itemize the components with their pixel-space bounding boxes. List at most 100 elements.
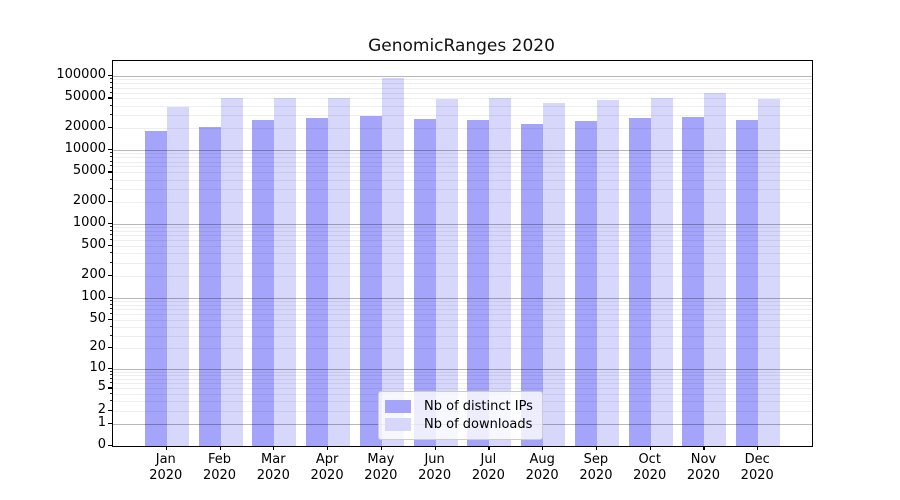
x-tick-year: 2020 [579, 468, 613, 483]
x-tick-month: Sep [583, 452, 609, 467]
y-tick-mark [108, 296, 112, 298]
y-tick-mark [108, 149, 112, 151]
y-minor-tick [109, 113, 112, 115]
x-tick-month: Nov [690, 452, 717, 467]
gridline-major [113, 76, 812, 78]
gridline-minor [113, 388, 812, 390]
gridline-minor [113, 253, 812, 255]
gridline-major [113, 224, 812, 226]
x-tick-month: Dec [744, 452, 770, 467]
x-tick-label: Oct 2020 [618, 452, 682, 484]
x-tick-mark [595, 446, 598, 450]
gridline-minor [113, 166, 812, 168]
bar-distinct-ips-jan [144, 131, 167, 446]
x-tick-year: 2020 [202, 468, 237, 483]
x-tick-label: Jun 2020 [403, 452, 467, 484]
x-tick-year: 2020 [633, 468, 667, 483]
gridline-major [113, 368, 812, 370]
y-tick-mark [108, 367, 112, 370]
x-tick-month: Jun [424, 452, 445, 467]
bar-downloads-oct [650, 97, 673, 446]
gridline-minor [113, 262, 812, 264]
x-tick-label: Dec 2020 [725, 452, 789, 484]
y-minor-tick [109, 400, 112, 402]
y-tick-mark [108, 126, 112, 128]
gridline-minor [113, 375, 812, 377]
x-tick-label: Aug 2020 [510, 452, 574, 484]
plot-area: Nb of distinct IPs Nb of downloads [112, 60, 813, 447]
y-tick-mark [108, 223, 112, 225]
x-tick-month: Apr [315, 452, 339, 467]
gridline-minor [113, 313, 812, 315]
x-tick-year: 2020 [740, 468, 774, 483]
gridline-minor [113, 372, 812, 374]
gridline-minor [113, 235, 812, 237]
x-tick-year: 2020 [525, 468, 559, 483]
x-tick-mark [380, 446, 383, 450]
y-minor-tick [109, 86, 112, 88]
bar-distinct-ips-mar [252, 120, 275, 446]
y-minor-tick [109, 78, 112, 80]
x-tick-mark [703, 446, 705, 450]
gridline-minor [113, 172, 812, 174]
y-tick-mark [108, 200, 112, 202]
gridline-minor [113, 275, 812, 277]
gridline-minor [113, 326, 812, 328]
y-tick-mark [108, 75, 112, 77]
x-tick-year: 2020 [471, 468, 505, 483]
legend-label-distinct-ips: Nb of distinct IPs [424, 399, 533, 414]
x-tick-label: May 2020 [349, 452, 413, 484]
legend-item-downloads: Nb of downloads [385, 416, 533, 433]
gridline-minor [113, 79, 812, 81]
y-tick-label: 10000 [64, 141, 106, 157]
y-minor-tick [109, 325, 112, 327]
y-tick-label: 1000 [72, 215, 106, 231]
x-tick-label: Mar 2020 [241, 452, 305, 484]
y-minor-tick [109, 308, 112, 310]
bar-distinct-ips-nov [682, 116, 705, 446]
gridline-minor [113, 309, 812, 311]
bar-distinct-ips-sep [574, 121, 597, 446]
x-tick-year: 2020 [149, 468, 183, 483]
bar-downloads-feb [220, 98, 243, 446]
y-tick-mark [108, 387, 112, 389]
x-tick-month: May [367, 452, 395, 467]
x-tick-mark [649, 446, 651, 450]
y-minor-tick [109, 334, 112, 336]
x-tick-month: Jan [155, 452, 176, 467]
gridline-minor [113, 83, 812, 85]
y-tick-label: 50 [89, 310, 106, 326]
x-tick-month: Aug [529, 452, 555, 467]
y-minor-tick [109, 156, 112, 158]
y-tick-mark [108, 97, 112, 99]
bar-downloads-jun [435, 99, 458, 446]
gridline-minor [113, 92, 812, 94]
y-tick-label: 200 [81, 266, 106, 282]
legend: Nb of distinct IPs Nb of downloads [378, 391, 543, 440]
y-minor-tick [109, 312, 112, 314]
gridline-minor [113, 227, 812, 229]
y-minor-tick [109, 160, 112, 162]
y-tick-mark [108, 422, 112, 424]
x-tick-mark [542, 446, 544, 450]
gridline-major [113, 297, 812, 299]
y-minor-tick [109, 226, 112, 228]
y-minor-tick [109, 303, 112, 305]
gridline-minor [113, 114, 812, 116]
bar-downloads-jan [166, 107, 189, 446]
gridline-minor [113, 153, 812, 155]
y-tick-label: 10 [89, 359, 106, 375]
y-minor-tick [109, 393, 112, 395]
bar-downloads-aug [543, 102, 566, 446]
x-tick-mark [434, 446, 436, 450]
x-tick-year: 2020 [310, 468, 344, 483]
y-minor-tick [109, 82, 112, 84]
y-tick-label: 5000 [72, 163, 106, 179]
bar-downloads-dec [758, 99, 781, 446]
x-tick-label: Jan 2020 [134, 452, 198, 484]
x-tick-mark [488, 446, 490, 450]
y-minor-tick [109, 178, 112, 180]
x-tick-year: 2020 [364, 468, 398, 483]
y-minor-tick [109, 374, 112, 376]
bar-downloads-mar [274, 98, 297, 446]
